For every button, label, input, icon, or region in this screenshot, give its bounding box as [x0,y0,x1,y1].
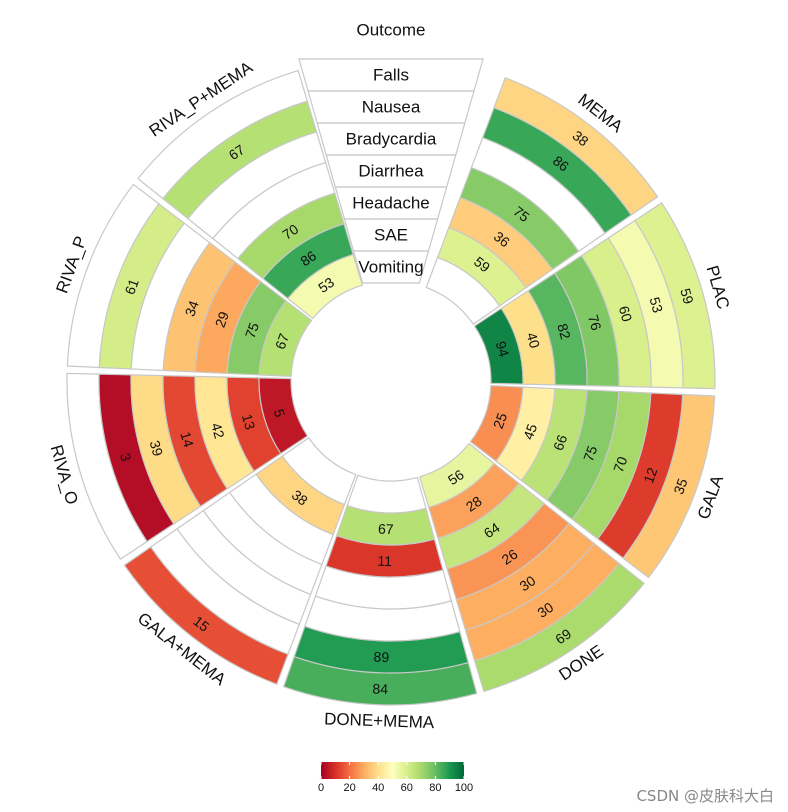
treatment-label: PLAC [703,263,734,311]
heatmap-cell [425,256,501,325]
cell-value-label: 67 [226,141,248,163]
outcome-label: Vomiting [358,258,423,277]
cell-value-label: 86 [297,247,319,269]
outcome-label: Headache [352,194,430,213]
cell-value-label: 94 [493,339,513,359]
treatment-label: DONE+MEMA [324,709,435,732]
heatmap-cell [418,442,495,509]
cell-value-label: 82 [554,322,574,342]
heatmap-cell [281,437,357,506]
cell-value-label: 11 [377,553,392,570]
heatmap-cell [346,474,427,514]
cell-value-label: 26 [499,546,521,568]
cell-value-label: 60 [616,304,636,324]
cell-value-label: 39 [147,439,167,459]
cell-value-label: 64 [481,519,503,541]
color-bar-tick-label: 100 [455,782,473,794]
heatmap-cell [287,253,364,320]
cell-value-label: 89 [373,649,389,666]
heatmap-cell [258,300,313,378]
color-bar [321,762,464,779]
outcome-label: Nausea [362,98,421,117]
cell-value-label: 53 [315,274,337,296]
cell-value-label: 69 [552,625,574,647]
cell-value-label: 61 [121,276,141,296]
cell-value-label: 30 [534,599,556,621]
cell-value-label: 53 [646,295,666,315]
cell-value-label: 67 [378,521,394,538]
heatmap-cell [258,377,309,455]
cell-value-label: 14 [177,430,197,450]
heatmap-cell [473,307,524,385]
sector-plac: 59 53 60 76 82 40 94 PLAC [473,202,734,390]
outcome-label: SAE [374,226,408,245]
outcome-label-box [352,250,430,284]
heatmap-cell [469,384,524,462]
cell-value-label: 75 [242,320,262,340]
cell-value-label: 45 [520,421,540,441]
outcome-header: Outcome [357,21,426,40]
color-bar-tick-label: 60 [401,782,413,794]
cell-value-label: 13 [239,412,259,432]
outcome-label: Bradycardia [346,130,437,149]
outcome-label: Diarrhea [358,162,424,181]
cell-value-label: 84 [372,681,388,698]
cell-value-label: 28 [463,493,485,515]
cell-value-label: 59 [677,286,697,306]
color-bar-tick-label: 40 [372,782,384,794]
cell-value-label: 34 [182,298,202,318]
cell-value-label: 35 [670,476,690,496]
color-bar-tick-label: 80 [429,782,441,794]
cell-value-label: 70 [279,221,301,243]
cell-value-label: 76 [585,313,605,333]
cell-value-label: 70 [610,454,630,474]
outcome-label-column: Outcome Falls Nausea Bradycardia Diarrhea Hea… [298,21,484,284]
cell-value-label: 56 [445,466,467,488]
cell-value-label: 12 [640,465,660,485]
cell-value-label: 30 [517,572,539,594]
watermark: CSDN @皮肤科大白 [636,787,774,805]
cell-value-label: 29 [212,309,232,329]
color-legend: 0 20 40 60 80 100 [318,762,473,794]
cell-value-label: 40 [523,331,543,351]
cell-value-label: 42 [208,421,228,441]
cell-value-label: 66 [550,432,570,452]
color-bar-tick-label: 0 [318,782,324,794]
cell-value-label: 67 [272,331,292,351]
color-bar-tick-label: 20 [343,782,355,794]
cell-value-label: 25 [490,410,510,430]
cell-value-label: 75 [580,443,600,463]
sector-done-mema: 84 89 11 67 DONE+MEMA [282,474,478,732]
outcome-label: Falls [373,66,409,85]
